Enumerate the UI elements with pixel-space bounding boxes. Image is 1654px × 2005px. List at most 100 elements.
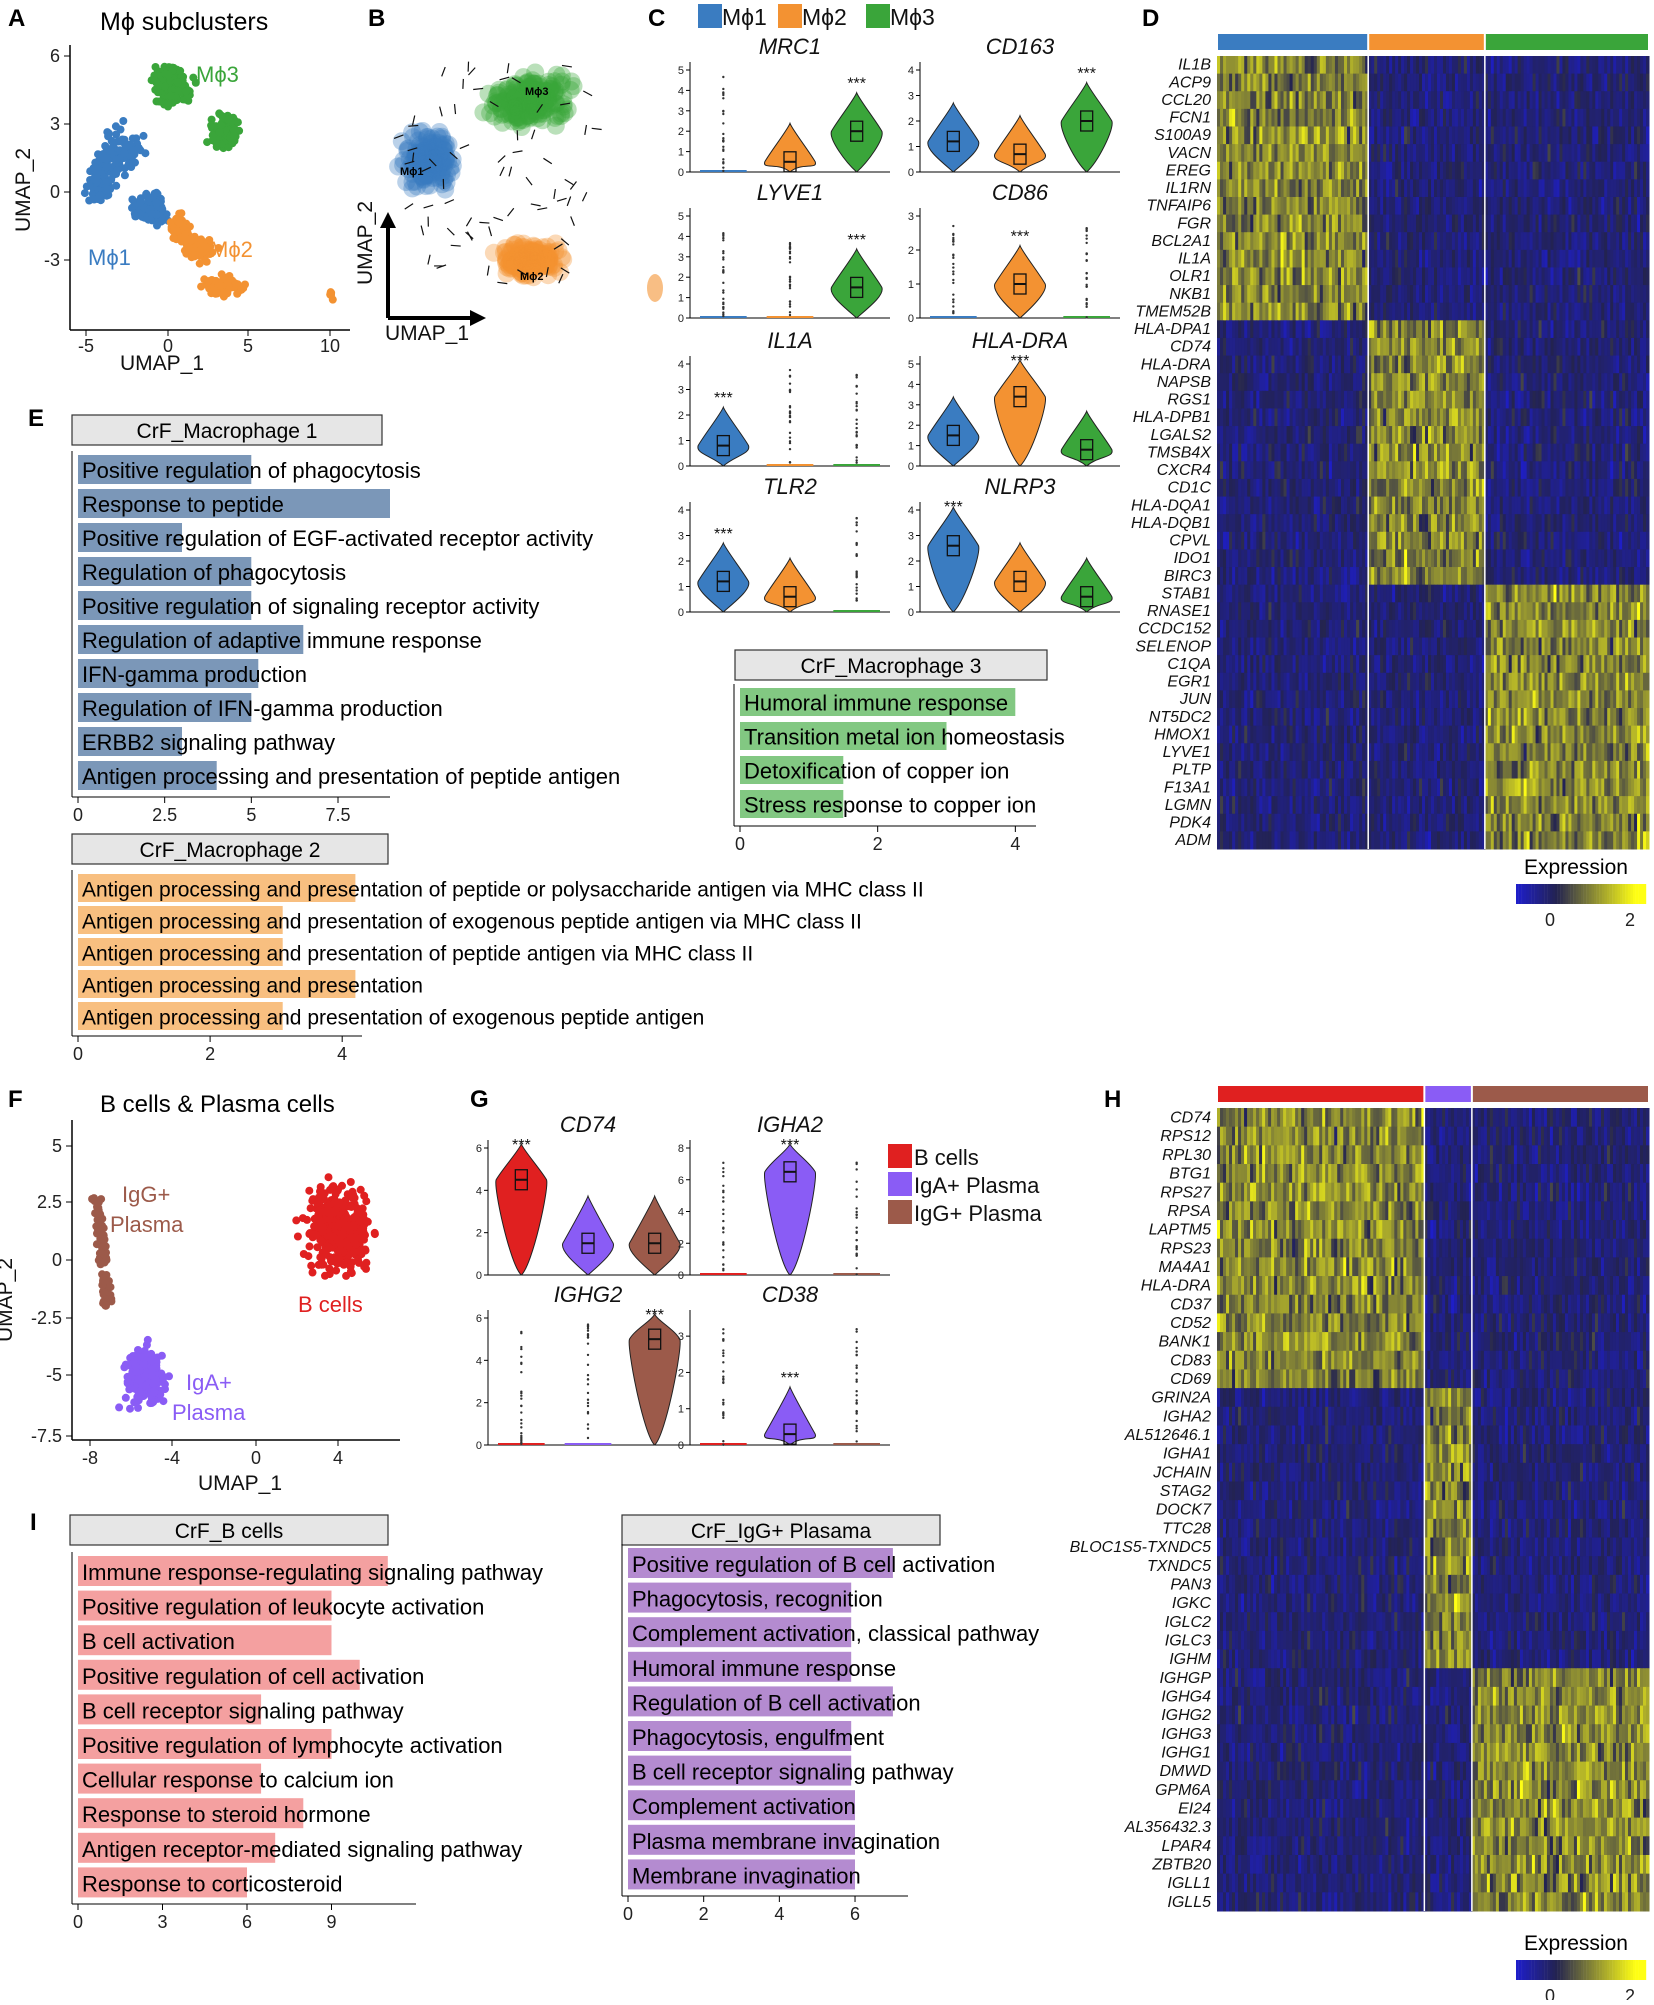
heatmap-cell <box>1353 779 1357 797</box>
heatmap-cell <box>1428 320 1431 338</box>
heatmap-cell <box>1296 109 1300 127</box>
heatmap-cell <box>1268 796 1272 814</box>
violin-outlier <box>789 391 791 393</box>
heatmap-cell <box>1455 250 1458 268</box>
heatmap-cell <box>1223 267 1227 285</box>
heatmap-cell <box>1271 303 1275 321</box>
heatmap-cell <box>1464 250 1467 268</box>
heatmap-cell <box>1377 461 1380 479</box>
heatmap-cell <box>1217 761 1221 779</box>
heatmap-cell <box>1437 373 1440 391</box>
heatmap-cell <box>1371 179 1374 197</box>
heatmap-cell <box>1311 549 1315 567</box>
heatmap-cell <box>1335 391 1339 409</box>
heatmap-cell <box>1290 197 1294 215</box>
heatmap-cell <box>1356 373 1360 391</box>
heatmap-cell <box>1383 338 1386 356</box>
heatmap-cell <box>1287 514 1291 532</box>
heatmap-cell <box>1262 250 1266 268</box>
heatmap-cell <box>1431 179 1434 197</box>
heatmap-cell <box>1217 320 1221 338</box>
heatmap-cell <box>1302 532 1306 550</box>
heatmap-cell <box>1413 285 1416 303</box>
violin-outlier <box>952 225 954 227</box>
heatmap-cell <box>1341 479 1345 497</box>
heatmap-cell <box>1434 285 1437 303</box>
violin-ytick-label: 4 <box>908 379 914 391</box>
heatmap-cell <box>1281 567 1285 585</box>
heatmap-cell <box>1389 356 1392 374</box>
heatmap-cell <box>1293 179 1297 197</box>
heatmap-cell <box>1362 162 1366 180</box>
heatmap-cell <box>1320 426 1324 444</box>
heatmap-cell <box>1287 831 1291 849</box>
heatmap-cell <box>1440 215 1443 233</box>
heatmap-cell <box>1271 197 1275 215</box>
heatmap-cell <box>1262 162 1266 180</box>
heatmap-cell <box>1332 109 1336 127</box>
velocity-arrow <box>507 63 508 73</box>
heatmap-cell <box>1271 126 1275 144</box>
heatmap-cell <box>1238 761 1242 779</box>
heatmap-cell <box>1347 779 1351 797</box>
heatmap-cell <box>1347 232 1351 250</box>
heatmap-cell <box>1434 215 1437 233</box>
heatmap-cell <box>1392 267 1395 285</box>
heatmap-cell <box>1458 479 1461 497</box>
heatmap-cell <box>1362 726 1366 744</box>
heatmap-cell <box>1353 726 1357 744</box>
heatmap-cell <box>1232 549 1236 567</box>
heatmap-cell <box>1271 461 1275 479</box>
heatmap-cell <box>1338 179 1342 197</box>
heatmap-cell <box>1232 356 1236 374</box>
heatmap-cell <box>1247 514 1251 532</box>
heatmap-cell <box>1479 426 1482 444</box>
heatmap-cell <box>1335 215 1339 233</box>
heatmap-cell <box>1329 461 1333 479</box>
heatmap-cell <box>1235 497 1239 515</box>
heatmap-cell <box>1287 285 1291 303</box>
heatmap-cell <box>1341 197 1345 215</box>
heatmap-cell <box>1341 320 1345 338</box>
heatmap-cell <box>1320 479 1324 497</box>
heatmap-cell <box>1247 602 1251 620</box>
heatmap-cell <box>1449 479 1452 497</box>
heatmap-cell <box>1347 250 1351 268</box>
heatmap-cell <box>1461 267 1464 285</box>
heatmap-cell <box>1296 708 1300 726</box>
heatmap-cell <box>1268 373 1272 391</box>
velocity-point <box>562 81 580 99</box>
heatmap-cell <box>1353 408 1357 426</box>
heatmap-cell <box>1226 373 1230 391</box>
heatmap-cell <box>1277 267 1281 285</box>
heatmap-cell <box>1359 232 1363 250</box>
heatmap-cell <box>1332 144 1336 162</box>
heatmap-cell <box>1217 74 1221 92</box>
heatmap-cell <box>1428 426 1431 444</box>
heatmap-cell <box>1226 567 1230 585</box>
heatmap-cell <box>1389 479 1392 497</box>
heatmap-cell <box>1347 91 1351 109</box>
heatmap-cell <box>1320 285 1324 303</box>
violin-outlier <box>1085 299 1087 301</box>
heatmap-cell <box>1419 426 1422 444</box>
heatmap-cell <box>1229 426 1233 444</box>
heatmap-cell <box>1244 250 1248 268</box>
heatmap-cell <box>1401 144 1404 162</box>
heatmap-cell <box>1332 373 1336 391</box>
heatmap-cell <box>1238 426 1242 444</box>
heatmap-cell <box>1359 320 1363 338</box>
heatmap-cell <box>1422 391 1425 409</box>
heatmap-cell <box>1335 761 1339 779</box>
heatmap-cell <box>1299 497 1303 515</box>
heatmap-cell <box>1244 408 1248 426</box>
heatmap-cell <box>1350 197 1354 215</box>
heatmap-cell <box>1223 250 1227 268</box>
heatmap-cell <box>1299 232 1303 250</box>
heatmap-cell <box>1229 796 1233 814</box>
heatmap-cell <box>1350 373 1354 391</box>
violin-outlier <box>722 76 724 78</box>
heatmap-cell <box>1359 814 1363 832</box>
heatmap-cell <box>1341 303 1345 321</box>
